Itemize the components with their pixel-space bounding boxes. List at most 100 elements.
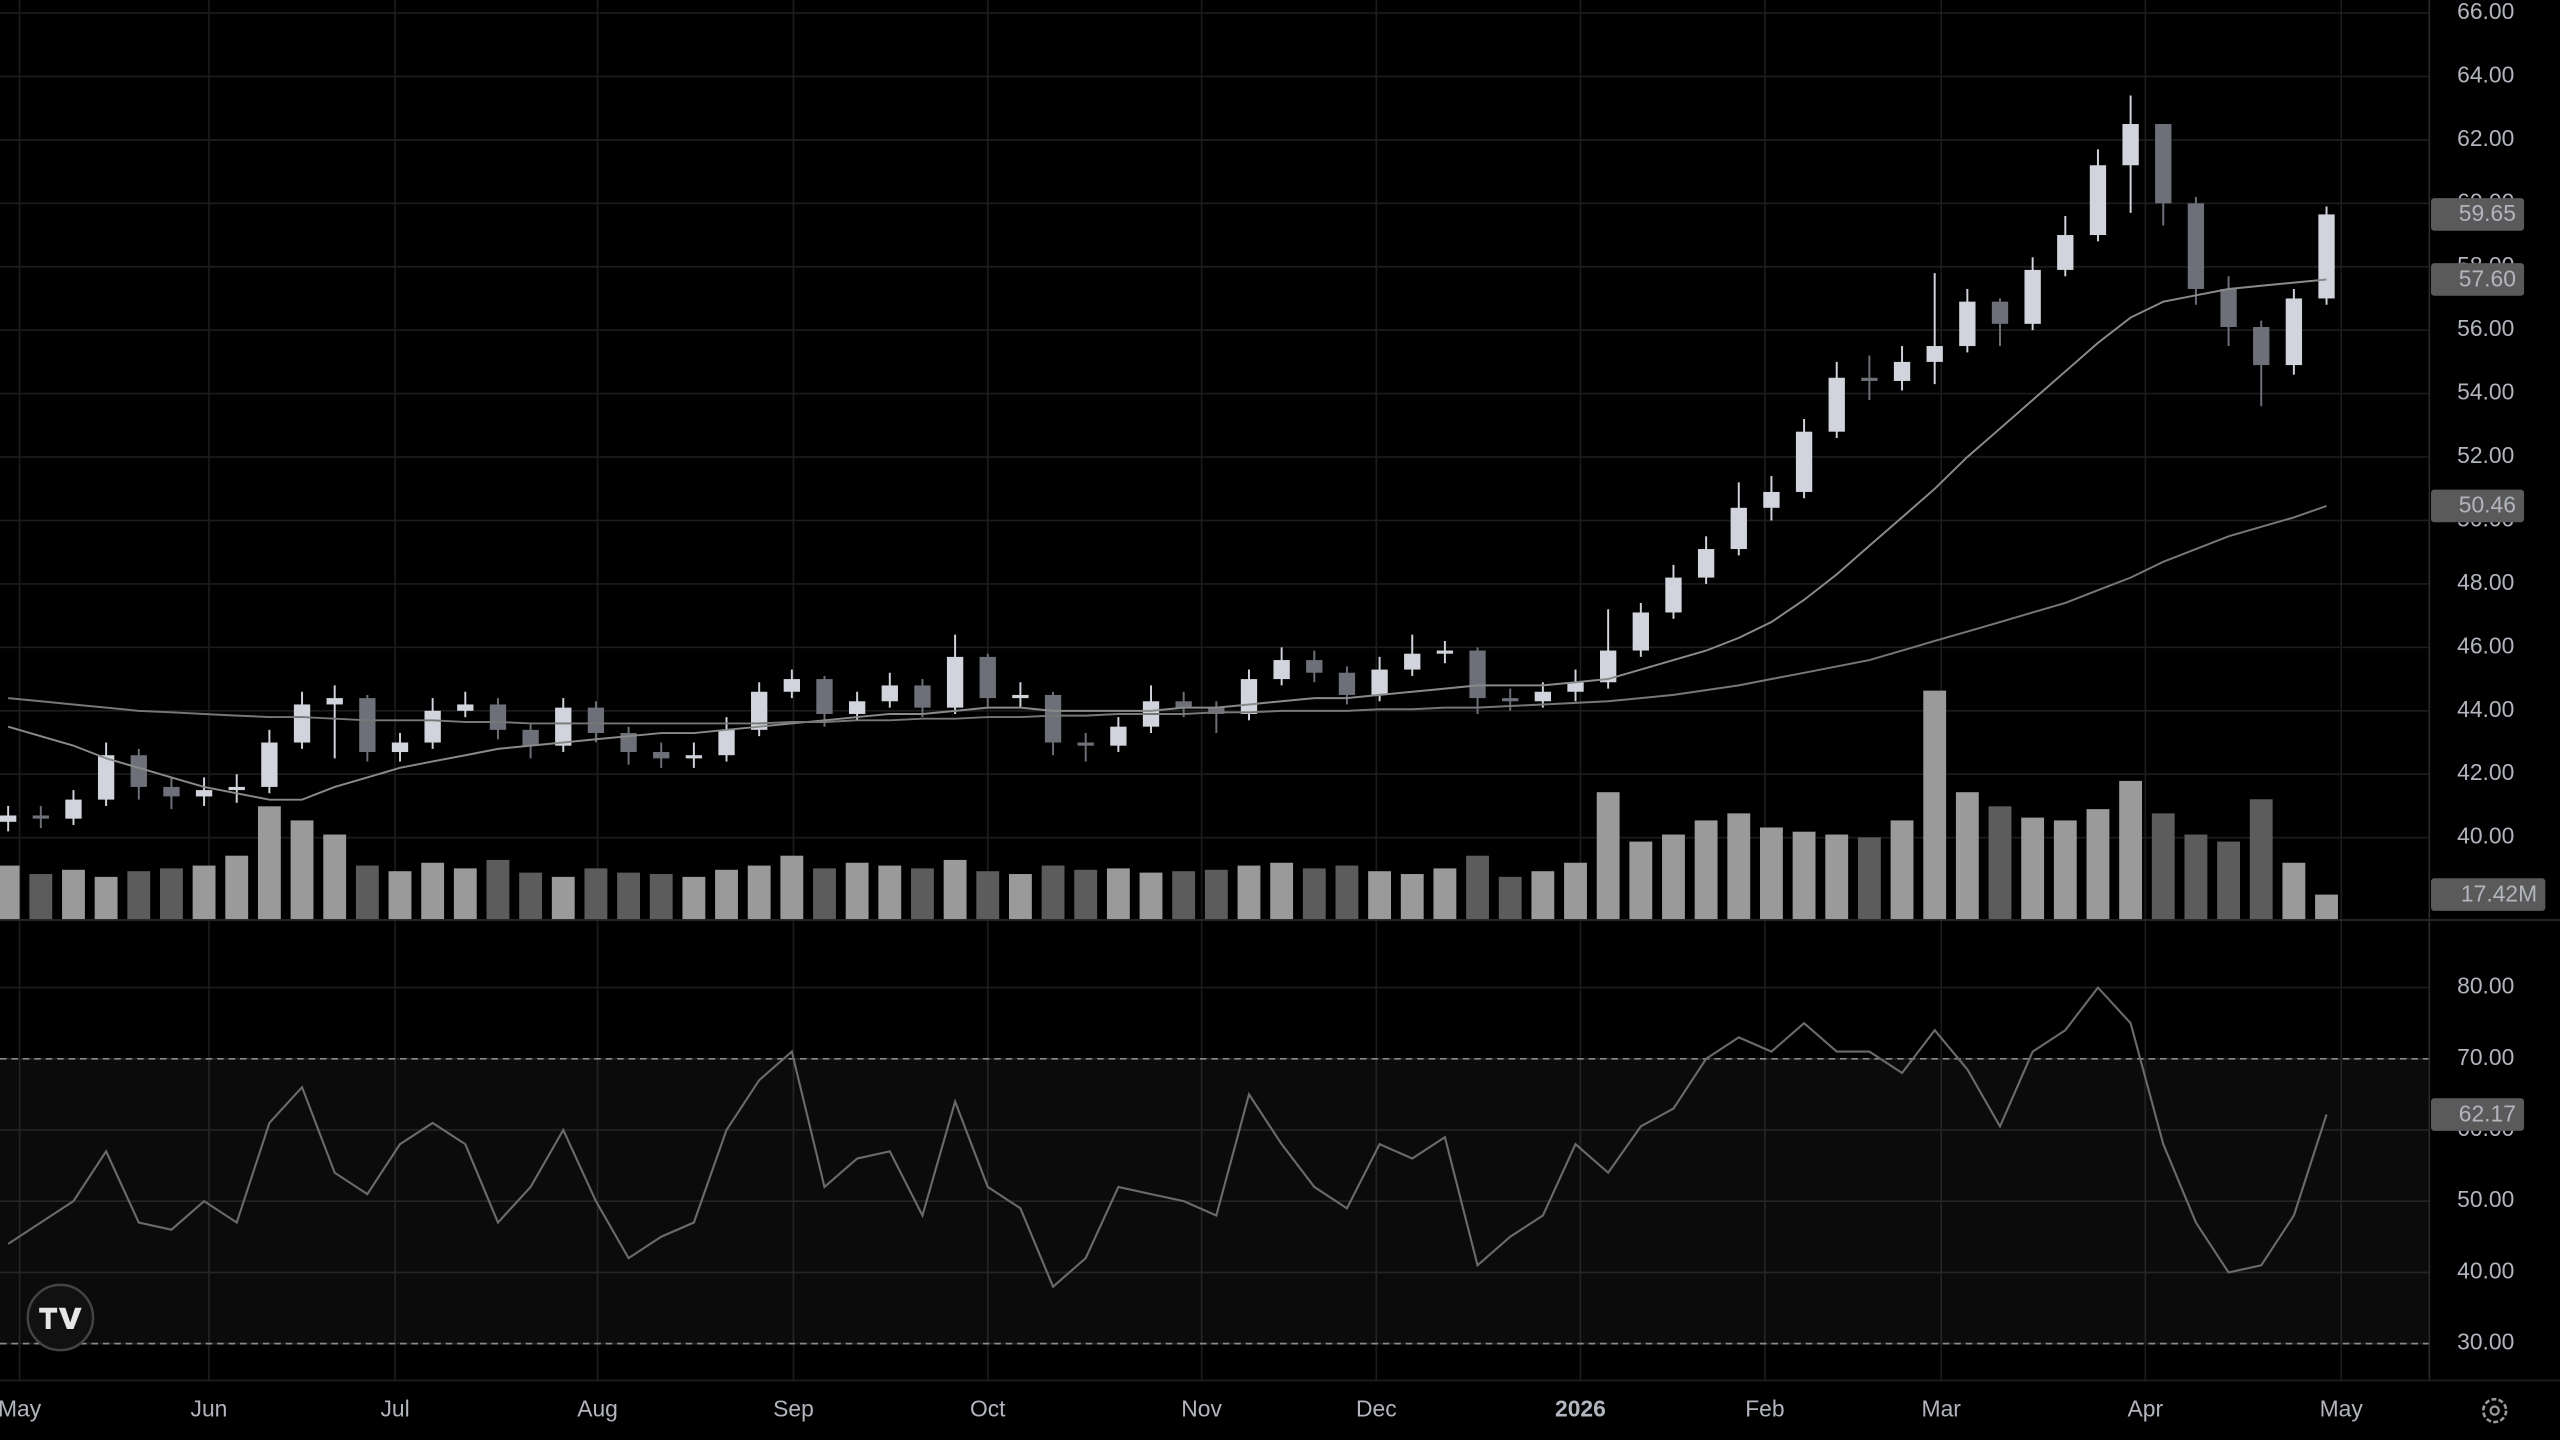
y-tick-label: 44.00: [2457, 696, 2514, 722]
volume-bar: [1237, 865, 1261, 920]
volume-bar: [878, 865, 902, 920]
volume-bar: [1139, 872, 1163, 920]
candle-body: [65, 799, 82, 819]
marks: [0, 95, 2430, 1345]
volume-bar: [1368, 871, 1392, 920]
volume-bar: [1662, 834, 1685, 920]
volume-bar: [1335, 865, 1359, 920]
candle-body: [1665, 577, 1682, 613]
volume-bar: [519, 872, 543, 920]
volume-bar: [2053, 820, 2077, 920]
candle-body: [228, 786, 245, 791]
candle-body: [1730, 507, 1747, 550]
logo-mark: [39, 1307, 82, 1329]
candle-body: [1469, 650, 1486, 699]
volume-bar: [1531, 871, 1555, 920]
x-tick-label: May: [2320, 1396, 2364, 1422]
y-tick-label: 52.00: [2457, 442, 2514, 468]
volume-bar: [257, 806, 281, 920]
volume-bar: [1694, 820, 1718, 920]
volume-bar: [1204, 869, 1228, 920]
candle-body: [293, 704, 311, 743]
y-tick-label: 42.00: [2457, 759, 2514, 785]
rsi-tick-label: 70.00: [2457, 1044, 2514, 1070]
volume-bar: [127, 871, 151, 920]
candle-body: [2285, 298, 2303, 366]
rsi-badge-label: 62.17: [2459, 1100, 2516, 1126]
settings-button[interactable]: [2481, 1397, 2508, 1424]
candle-body: [1306, 660, 1323, 673]
x-tick-label: Apr: [2128, 1396, 2164, 1422]
volume-bar: [1629, 841, 1653, 920]
candle-body: [261, 742, 278, 787]
candle-body: [1926, 346, 1943, 362]
volume-bar: [2151, 813, 2175, 920]
candle-body: [718, 729, 735, 756]
volume-bar: [323, 834, 347, 920]
candle-body: [2155, 124, 2172, 204]
volume-bar: [1727, 813, 1751, 920]
price-badge-label: 57.60: [2459, 265, 2516, 291]
price-badge-label: 50.46: [2459, 492, 2516, 518]
volume-bar: [2184, 834, 2208, 920]
volume-bar: [2217, 841, 2240, 920]
volume-bar: [715, 869, 738, 920]
candle-body: [848, 701, 866, 714]
volume-bar: [1857, 837, 1881, 920]
settings-gear: [2481, 1397, 2508, 1424]
x-tick-label: Nov: [1181, 1396, 1222, 1422]
x-tick-label: Aug: [577, 1396, 618, 1422]
x-tick-label: 2026: [1555, 1396, 1606, 1422]
volume-bar: [1564, 862, 1587, 920]
volume-bar: [1172, 871, 1196, 920]
candle-body: [2187, 203, 2205, 289]
x-tick-label: Oct: [970, 1396, 1006, 1422]
volume-bar: [2249, 799, 2273, 920]
volume-bar: [1400, 874, 1424, 920]
candle-body: [1861, 377, 1878, 381]
candle-body: [97, 755, 115, 800]
logo-circle: [26, 1283, 95, 1352]
x-tick-label: Jun: [191, 1396, 228, 1422]
candle-body: [1175, 701, 1192, 708]
candle-body: [391, 742, 409, 753]
price-badge: [2431, 263, 2525, 296]
candle-body: [2057, 235, 2074, 270]
candle-body: [653, 752, 670, 759]
candle-body: [1828, 377, 1845, 432]
rsi-tick-label: 40.00: [2457, 1257, 2514, 1283]
candle-body: [1632, 612, 1649, 651]
volume-bar: [1498, 876, 1522, 920]
candle-body: [587, 707, 605, 733]
rsi-tick-label: 80.00: [2457, 973, 2514, 999]
rsi-line: [7, 985, 2328, 1289]
candle-body: [457, 704, 474, 711]
x-tick-label: Mar: [1922, 1396, 1962, 1422]
volume-bar: [388, 871, 412, 920]
candle-body: [1697, 549, 1715, 578]
volume-bar: [355, 865, 379, 920]
volume-bar: [94, 876, 118, 920]
candle-body: [424, 710, 441, 743]
volume-bar: [780, 855, 804, 920]
y-tick-label: 48.00: [2457, 569, 2514, 595]
candle-body: [1371, 669, 1388, 695]
x-tick-label: Jul: [381, 1396, 410, 1422]
volume-bar: [1890, 820, 1914, 920]
volume-bar: [1825, 834, 1849, 920]
volume-bar: [617, 872, 640, 920]
candle-body: [1567, 682, 1584, 692]
volume-badge: [2431, 878, 2546, 911]
candle-body: [783, 679, 800, 692]
candle-body: [326, 698, 343, 705]
volume-bar: [1466, 855, 1489, 920]
y-tick-label: 64.00: [2457, 61, 2514, 87]
volume-bar: [1041, 865, 1065, 920]
volume-bar: [192, 865, 216, 920]
volume-badge-label: 17.42M: [2461, 880, 2537, 906]
x-tick-label: May: [0, 1396, 42, 1422]
volume-bar: [1106, 868, 1130, 920]
volume-bar: [551, 876, 575, 920]
logo[interactable]: [26, 1283, 95, 1352]
